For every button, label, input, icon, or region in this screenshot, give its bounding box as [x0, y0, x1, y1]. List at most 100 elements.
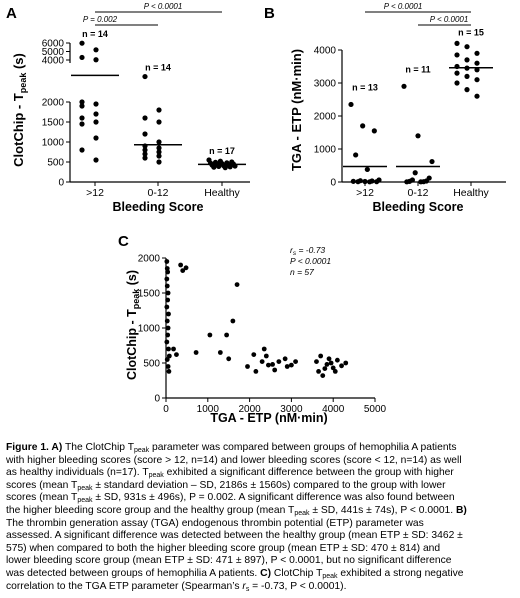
panel-b-point: [474, 50, 480, 56]
panel-c-point: [166, 311, 171, 317]
panel-b-xtick-label: >12: [356, 187, 374, 199]
caption-line: The thrombin generation assay (TGA) endo…: [6, 518, 514, 531]
panel-a-ytick-label: 1000: [42, 138, 65, 149]
panel-c-point: [330, 365, 336, 371]
caption-line: scores (mean Tpeak ± SD, 931s ± 496s), P…: [6, 492, 514, 505]
panel-a-point: [93, 135, 99, 141]
caption-line: 575) when compared to both the higher bl…: [6, 543, 514, 556]
panel-c-point: [178, 262, 184, 268]
panel-b-point: [412, 170, 418, 176]
panel-a-point: [156, 119, 162, 125]
panel-a-point: [156, 159, 162, 165]
panel-c-point: [230, 318, 236, 324]
panel-c-point: [266, 362, 271, 368]
panel-b-ytick-label: 0: [330, 178, 336, 189]
caption-segment: correlation to the TGA ETP parameter (Sp…: [6, 580, 243, 592]
panel-c-point: [174, 352, 179, 357]
panel-a-ytick-label: 1500: [42, 118, 65, 129]
panel-c-ytick-label: 0: [154, 394, 160, 405]
panel-a-sig-inner: P = 0.002: [83, 15, 118, 24]
panel-c-point: [289, 362, 294, 368]
panel-a-ylabel: ClotChip - Tpeak (s): [11, 53, 28, 167]
panel-b-point: [474, 60, 480, 66]
panel-b-point: [374, 179, 380, 185]
caption-segment: exhibited a significant difference betwe…: [163, 467, 454, 479]
panel-a-point: [79, 54, 85, 61]
panel-b-point: [464, 57, 470, 63]
panel-b-n-label: n = 11: [405, 64, 430, 74]
panel-a-point: [79, 40, 85, 46]
panel-c-point: [276, 359, 282, 364]
panel-b-xlabel: Bleeding Score: [373, 200, 464, 214]
panel-c-point: [343, 360, 349, 366]
caption-segment: s: [245, 585, 250, 593]
panel-c-xtick-label: 0: [163, 404, 169, 415]
caption-line: with higher bleeding scores (score > 12,…: [6, 455, 514, 468]
panel-c-point: [217, 350, 223, 355]
panel-b-ylabel: TGA - ETP (nM·min): [289, 49, 304, 171]
panel-c-point: [259, 359, 265, 364]
caption-segment: 575) when compared to both the higher bl…: [6, 542, 441, 554]
panel-a-point: [93, 47, 99, 53]
panel-b-point: [364, 166, 370, 173]
panel-a-xtick-label: Healthy: [204, 187, 240, 199]
caption-segment: peak: [294, 509, 310, 517]
panel-b-xtick-label: 0-12: [407, 187, 428, 199]
panel-c-point: [164, 339, 170, 345]
panel-a-n-label: n = 14: [82, 29, 108, 39]
panel-a-point: [93, 57, 99, 63]
caption-segment: peak: [322, 572, 338, 580]
panel-c-point: [166, 369, 172, 374]
panel-a-point: [79, 99, 85, 105]
panel-b-point: [404, 179, 410, 185]
panel-b-sig-outer: P < 0.0001: [384, 2, 423, 11]
caption-segment: = -0.73, P < 0.0001).: [249, 580, 347, 592]
caption-line: the higher bleeding score group and the …: [6, 505, 514, 518]
panel-a-letter: A: [6, 5, 17, 22]
caption-segment: r: [242, 580, 246, 592]
panel-c-xtick-label: 2000: [238, 404, 261, 415]
panel-a-point: [142, 115, 148, 121]
panel-a-point: [79, 121, 85, 127]
panel-a-sig-outer: P < 0.0001: [144, 2, 183, 11]
panel-b-point: [464, 87, 470, 93]
panel-b-point: [350, 178, 356, 184]
panel-c-point: [164, 304, 170, 310]
panel-c-point: [251, 352, 257, 357]
panel-c-point: [263, 353, 269, 359]
panel-a-ytick-label: 500: [47, 158, 64, 169]
panel-c-point: [270, 362, 275, 367]
panel-b-point: [348, 101, 354, 108]
panel-a-point: [142, 155, 148, 161]
panel-c-point: [164, 357, 170, 362]
panel-c-point: [224, 332, 230, 338]
panel-b-point: [454, 40, 460, 47]
panel-c-point: [164, 283, 170, 289]
panel-c-point: [332, 369, 338, 374]
caption-segment: lower bleeding score group (mean ETP ± S…: [6, 555, 452, 567]
panel-c-point: [193, 350, 199, 355]
caption-segment: peak: [134, 447, 150, 454]
caption-line: lower bleeding score group (mean ETP ± S…: [6, 555, 514, 568]
panel-b-point: [474, 77, 480, 83]
caption-segment: with higher bleeding scores (score > 12,…: [6, 454, 462, 466]
panel-c-point: [180, 268, 186, 273]
panel-c-point: [165, 290, 171, 296]
panel-c-point: [339, 363, 344, 369]
panel-c-ytick-label: 1000: [138, 324, 161, 335]
panel-a-n-label: n = 14: [145, 63, 171, 73]
panel-c-point: [165, 325, 171, 331]
panel-b-point: [454, 52, 460, 58]
panel-b-point: [464, 44, 470, 50]
panel-c-ytick-label: 2000: [138, 254, 161, 265]
panel-a-point: [93, 119, 99, 125]
panel-b-ytick-label: 3000: [314, 79, 337, 90]
panel-b-n-label: n = 13: [352, 82, 378, 92]
panel-c-point: [165, 297, 171, 303]
panel-a-point: [227, 164, 233, 170]
panel-c-point: [164, 266, 170, 271]
panel-b-letter: B: [264, 5, 275, 22]
caption-segment: Figure 1. A): [6, 442, 63, 453]
panel-a-point: [79, 147, 85, 153]
